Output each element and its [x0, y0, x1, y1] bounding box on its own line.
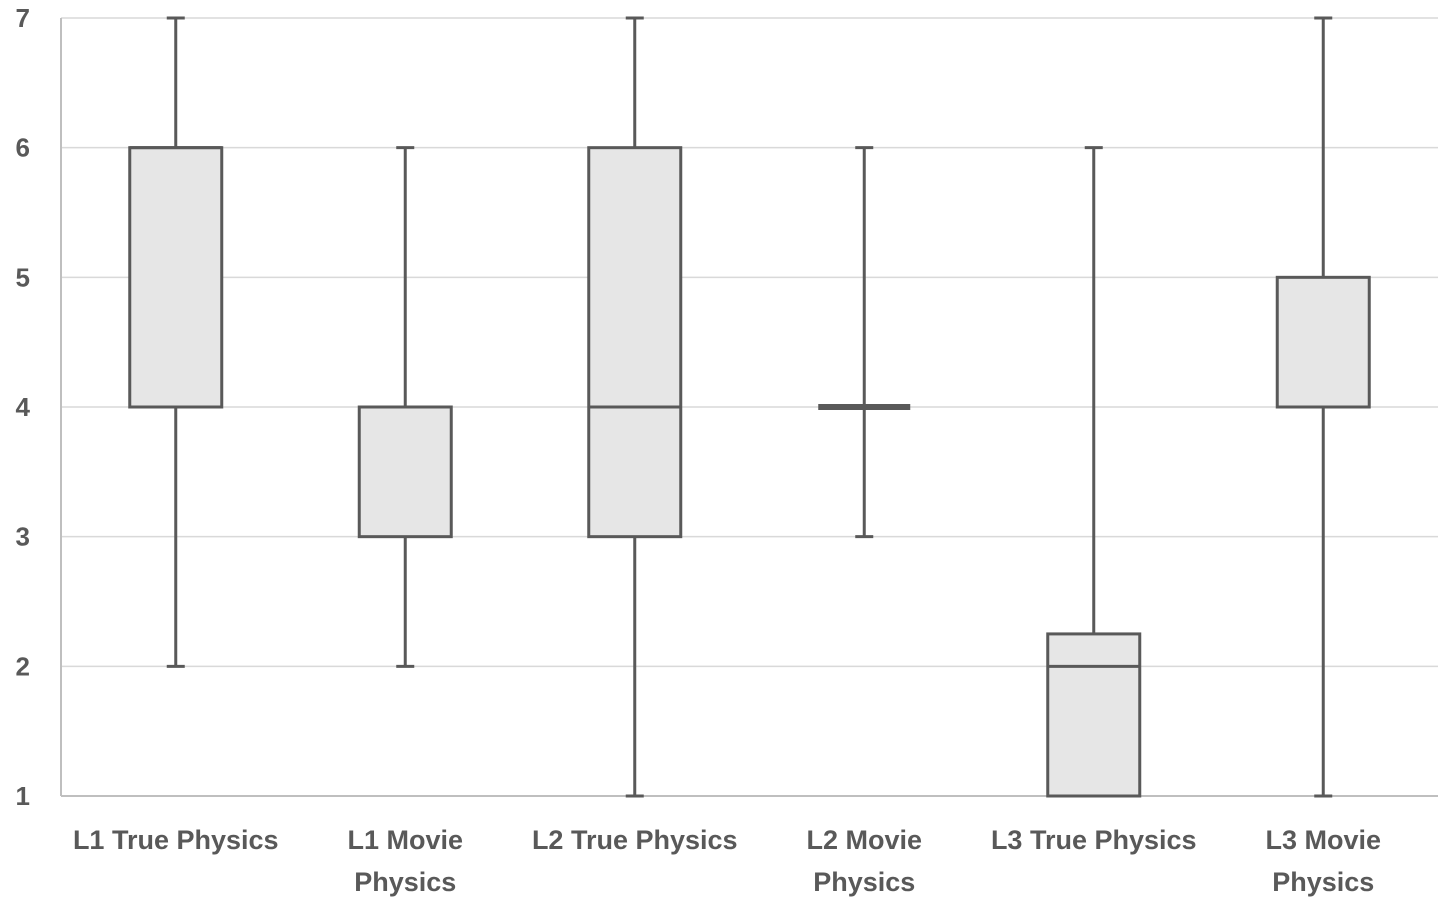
y-tick-label: 3 [16, 522, 30, 552]
x-category-label: L2 True Physics [532, 825, 738, 855]
gridlines [61, 17, 1438, 668]
iqr-box [1046, 632, 1142, 798]
box-5 [1046, 146, 1142, 798]
x-category-label: L3 Movie [1265, 825, 1381, 855]
iqr-box [1275, 275, 1371, 409]
iqr-box [128, 146, 224, 409]
x-category-label: Physics [1272, 867, 1374, 897]
box-3 [587, 16, 683, 798]
y-axis: 1 2 3 4 5 6 7 [16, 3, 62, 811]
y-tick-label: 1 [16, 781, 30, 811]
box-1 [128, 16, 224, 668]
iqr-box [587, 146, 683, 539]
box-6 [1275, 16, 1371, 798]
y-tick-label: 4 [16, 392, 31, 422]
x-category-label: L3 True Physics [991, 825, 1197, 855]
y-tick-label: 7 [16, 3, 30, 33]
x-category-label: L1 True Physics [73, 825, 279, 855]
x-category-label: Physics [813, 867, 915, 897]
y-tick-label: 5 [16, 262, 30, 292]
x-category-label: Physics [354, 867, 456, 897]
x-category-label: L2 Movie [806, 825, 922, 855]
plot-area [128, 16, 1371, 798]
box-4 [818, 146, 911, 539]
x-category-label: L1 Movie [347, 825, 463, 855]
x-axis: L1 True Physics L1 Movie Physics L2 True Ph… [61, 795, 1438, 897]
y-tick-label: 2 [16, 651, 30, 681]
y-tick-label: 6 [16, 133, 30, 163]
iqr-box [357, 405, 453, 539]
box-2 [357, 146, 453, 668]
